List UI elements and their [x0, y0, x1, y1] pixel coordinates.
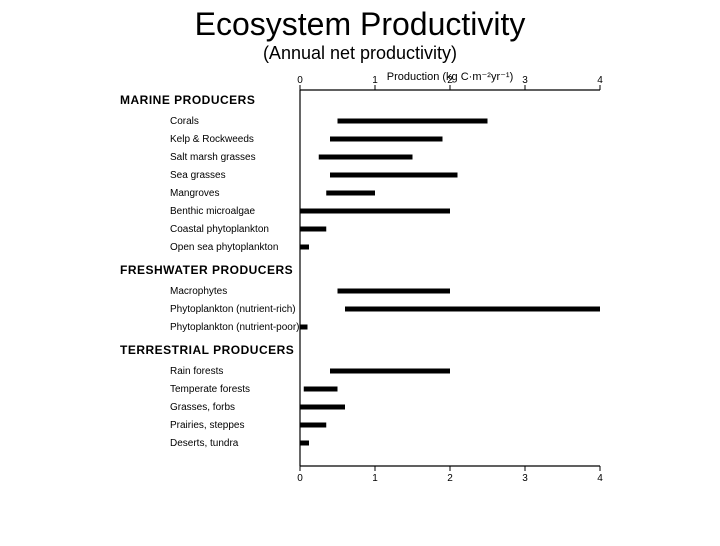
row-label: Corals [170, 116, 199, 127]
bar [330, 137, 443, 142]
bar [330, 173, 458, 178]
row-label: Sea grasses [170, 170, 226, 181]
bar [300, 245, 309, 250]
row-label: Open sea phytoplankton [170, 242, 278, 253]
top-tick-label: 4 [597, 75, 603, 86]
bar [300, 209, 450, 214]
row-label: Salt marsh grasses [170, 152, 256, 163]
bar [338, 289, 451, 294]
row-label: Prairies, steppes [170, 420, 244, 431]
bar [300, 405, 345, 410]
row-label: Temperate forests [170, 384, 250, 395]
bar [300, 441, 309, 446]
bottom-tick-label: 4 [597, 473, 603, 484]
bar [326, 191, 375, 196]
row-label: Grasses, forbs [170, 402, 235, 413]
row-label: Deserts, tundra [170, 438, 239, 449]
row-label: Benthic microalgae [170, 206, 255, 217]
top-tick-label: 3 [522, 75, 528, 86]
bar [345, 307, 600, 312]
bar [319, 155, 413, 160]
bar [300, 423, 326, 428]
bottom-tick-label: 3 [522, 473, 528, 484]
group-title: MARINE PRODUCERS [120, 93, 255, 107]
bottom-tick-label: 0 [297, 473, 303, 484]
bar [300, 325, 308, 330]
bottom-tick-label: 1 [372, 473, 378, 484]
page-title: Ecosystem Productivity [0, 6, 720, 43]
row-label: Phytoplankton (nutrient-poor) [170, 322, 300, 333]
row-label: Kelp & Rockweeds [170, 134, 254, 145]
bar [304, 387, 338, 392]
row-label: Macrophytes [170, 286, 227, 297]
top-tick-label: 1 [372, 75, 378, 86]
bar [330, 369, 450, 374]
top-tick-label: 0 [297, 75, 303, 86]
page-subtitle: (Annual net productivity) [0, 43, 720, 64]
bar [338, 119, 488, 124]
bottom-tick-label: 2 [447, 473, 453, 484]
bar [300, 227, 326, 232]
productivity-chart: Production (kg C·m⁻²yr⁻¹)01234MARINE PRO… [40, 70, 680, 488]
group-title: TERRESTRIAL PRODUCERS [120, 343, 294, 357]
chart-container: Production (kg C·m⁻²yr⁻¹)01234MARINE PRO… [40, 70, 680, 493]
row-label: Phytoplankton (nutrient-rich) [170, 304, 296, 315]
row-label: Rain forests [170, 366, 223, 377]
row-label: Mangroves [170, 188, 219, 199]
row-label: Coastal phytoplankton [170, 224, 269, 235]
group-title: FRESHWATER PRODUCERS [120, 263, 293, 277]
top-tick-label: 2 [447, 75, 453, 86]
